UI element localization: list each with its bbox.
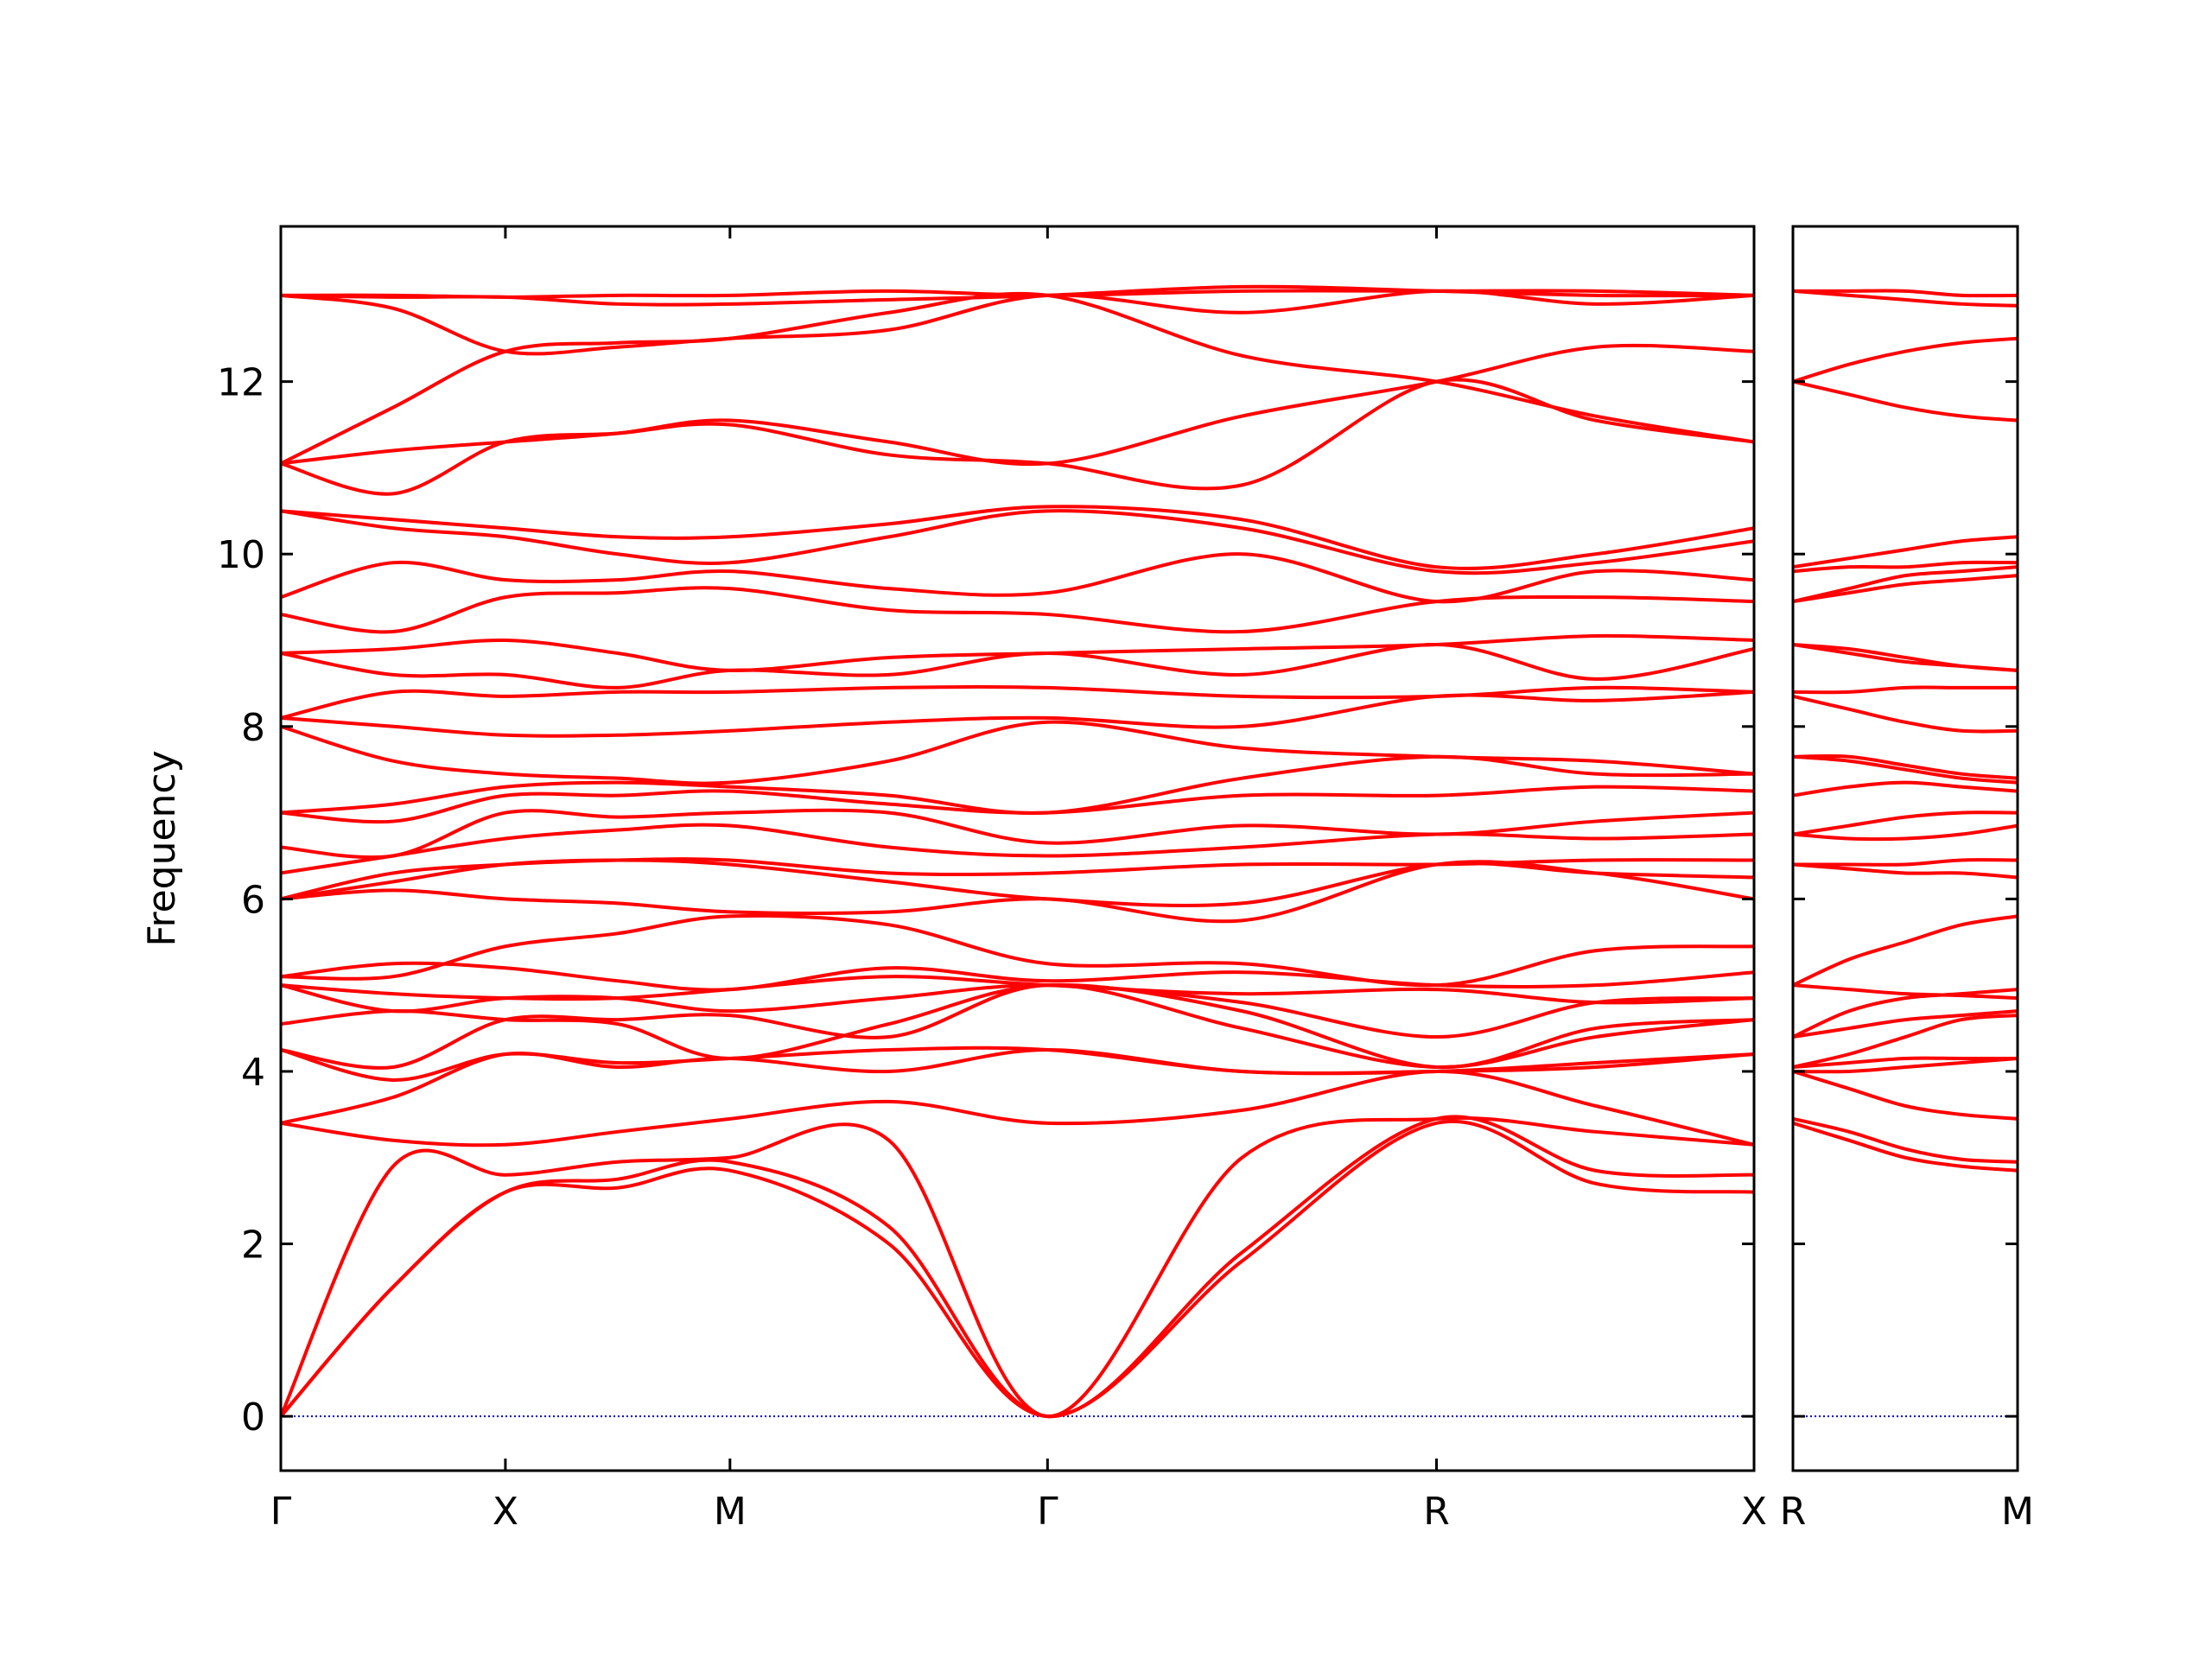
band-line	[281, 642, 1754, 690]
band-line	[281, 975, 1754, 1005]
band-line	[1793, 858, 2018, 867]
band-line	[1793, 379, 2018, 423]
x-tick-label: M	[714, 1490, 747, 1534]
band-line	[281, 505, 1754, 570]
y-tick-label: 10	[217, 533, 265, 577]
band-line	[281, 913, 1754, 988]
y-tick-label: 4	[241, 1051, 265, 1095]
band-line	[1793, 1056, 2018, 1074]
band-line	[281, 291, 1754, 466]
band-line	[1793, 810, 2018, 836]
x-tick-label: Γ	[1037, 1490, 1058, 1534]
band-line	[281, 586, 1754, 634]
band-line	[281, 720, 1754, 785]
band-line	[1793, 1121, 2018, 1173]
band-line	[1793, 289, 2018, 298]
band-line	[281, 961, 1754, 992]
x-tick-label: X	[1741, 1490, 1767, 1534]
band-line	[281, 684, 1754, 720]
band-line	[281, 857, 1754, 901]
band-line	[1793, 642, 2018, 672]
band-line	[1793, 685, 2018, 695]
band-line	[281, 1116, 1754, 1419]
band-line	[1793, 574, 2018, 604]
band-line	[281, 808, 1754, 860]
band-line	[281, 633, 1754, 672]
band-line	[1793, 565, 2018, 604]
band-line	[1793, 823, 2018, 842]
band-line	[1793, 983, 2018, 1001]
x-tick-label: Γ	[270, 1490, 292, 1534]
band-line	[281, 343, 1754, 467]
band-line	[1793, 1009, 2018, 1039]
band-line	[281, 754, 1754, 815]
band-line	[281, 509, 1754, 575]
band-line	[1793, 988, 2018, 1039]
y-axis-label: Frequency	[140, 750, 184, 946]
band-line	[1793, 780, 2018, 798]
band-line	[1793, 560, 2018, 574]
y-tick-label: 2	[241, 1224, 265, 1268]
plot-frame	[279, 225, 1756, 1472]
y-tick-label: 12	[217, 361, 265, 405]
band-line	[1793, 535, 2018, 569]
band-line	[1793, 1056, 2018, 1069]
band-line	[1793, 336, 2018, 384]
band-line	[1793, 1116, 2018, 1164]
band-line	[281, 1046, 1754, 1082]
bands	[281, 284, 1754, 1419]
x-tick-label: R	[1423, 1490, 1450, 1534]
y-tick-label: 8	[241, 706, 265, 750]
band-line	[281, 785, 1754, 824]
band-line	[1793, 753, 2018, 780]
x-tick-label: M	[2001, 1490, 2034, 1534]
band-line	[1793, 754, 2018, 785]
band-line	[281, 1069, 1754, 1147]
band-line	[1793, 289, 2018, 308]
band-line	[1793, 1014, 2018, 1069]
band-line	[281, 982, 1754, 1070]
band-line	[281, 690, 1754, 738]
y-tick-label: 6	[241, 878, 265, 922]
band-line	[1793, 914, 2018, 987]
panel: 0 2 4 6 8 10 12 Γ X M Γ R X Frequency	[140, 225, 1767, 1534]
x-tick-label: R	[1780, 1490, 1807, 1534]
band-line	[281, 289, 1754, 299]
band-line	[1793, 1070, 2018, 1121]
band-line	[281, 823, 1754, 875]
plot-frame	[1791, 225, 2019, 1472]
x-tick-label: X	[493, 1490, 518, 1534]
y-tick-label: 0	[241, 1395, 265, 1440]
band-line	[281, 378, 1754, 496]
band-line	[1793, 862, 2018, 880]
bands	[1793, 289, 2018, 1173]
band-line	[1793, 694, 2018, 734]
band-line	[281, 552, 1754, 604]
